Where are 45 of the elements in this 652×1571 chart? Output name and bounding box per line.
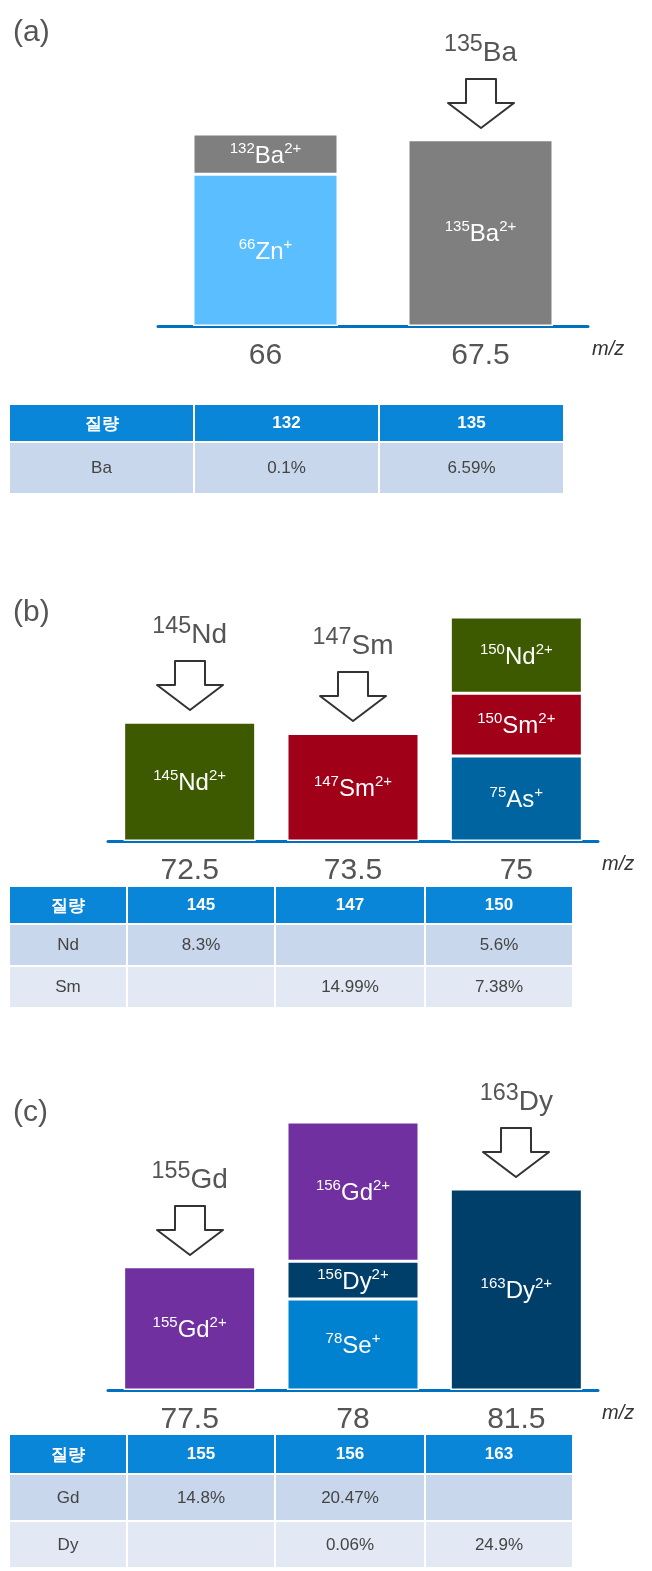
- x-axis-title: m/z: [592, 337, 625, 359]
- text: 0.1%: [267, 458, 306, 477]
- category-label: Ba: [91, 458, 112, 477]
- x-tick-label: 78: [336, 1400, 370, 1434]
- text: 14.99%: [321, 977, 379, 996]
- category-label: 145: [127, 886, 275, 924]
- category-label: 155: [127, 1434, 275, 1474]
- annotation: $^{155}$Gd: [150, 1156, 229, 1196]
- chart-title: (c): [13, 1093, 48, 1127]
- category-label: 150: [425, 886, 573, 924]
- x-tick-label: 77.5: [160, 1400, 219, 1434]
- annotation: $^{147}$Sm: [311, 623, 395, 662]
- category-label: 147: [275, 886, 425, 924]
- category-label: Sm: [55, 977, 81, 996]
- x-tick-label: 75: [499, 851, 534, 885]
- annotation: $^{135}$Ba: [442, 29, 519, 69]
- text: 14.8%: [176, 1487, 226, 1507]
- category-label: Dy: [57, 1534, 79, 1554]
- annotation: $^{163}$Dy: [478, 1079, 554, 1118]
- x-tick-label: 73.5: [323, 851, 383, 885]
- text: 8.3%: [181, 935, 221, 954]
- x-tick-label: 72.5: [160, 851, 219, 885]
- x-axis-title: m/z: [602, 1401, 635, 1423]
- category-label: Gd: [56, 1487, 80, 1507]
- x-tick-label: 67.5: [451, 336, 510, 370]
- category-label: 135: [379, 404, 564, 442]
- x-tick-label: 66: [248, 336, 283, 370]
- category-label: 132: [194, 404, 379, 442]
- category-label: 156: [275, 1434, 425, 1474]
- category-label: 질량: [9, 1434, 127, 1474]
- category-label: Nd: [57, 935, 79, 954]
- text: 0.06%: [325, 1534, 375, 1554]
- text: 6.59%: [447, 458, 496, 477]
- annotation: $^{145}$Nd: [151, 612, 228, 651]
- chart-title: (b): [13, 593, 50, 627]
- x-axis-title: m/z: [602, 852, 635, 874]
- text: 5.6%: [479, 935, 519, 954]
- category-label: 163: [425, 1434, 573, 1474]
- x-tick-label: 81.5: [487, 1400, 546, 1434]
- chart-title: (a): [13, 13, 50, 47]
- category-label: 질량: [9, 404, 194, 442]
- text: 7.38%: [474, 977, 524, 996]
- text: 20.47%: [321, 1487, 379, 1507]
- text: 24.9%: [474, 1534, 524, 1554]
- category-label: 질량: [9, 886, 127, 924]
